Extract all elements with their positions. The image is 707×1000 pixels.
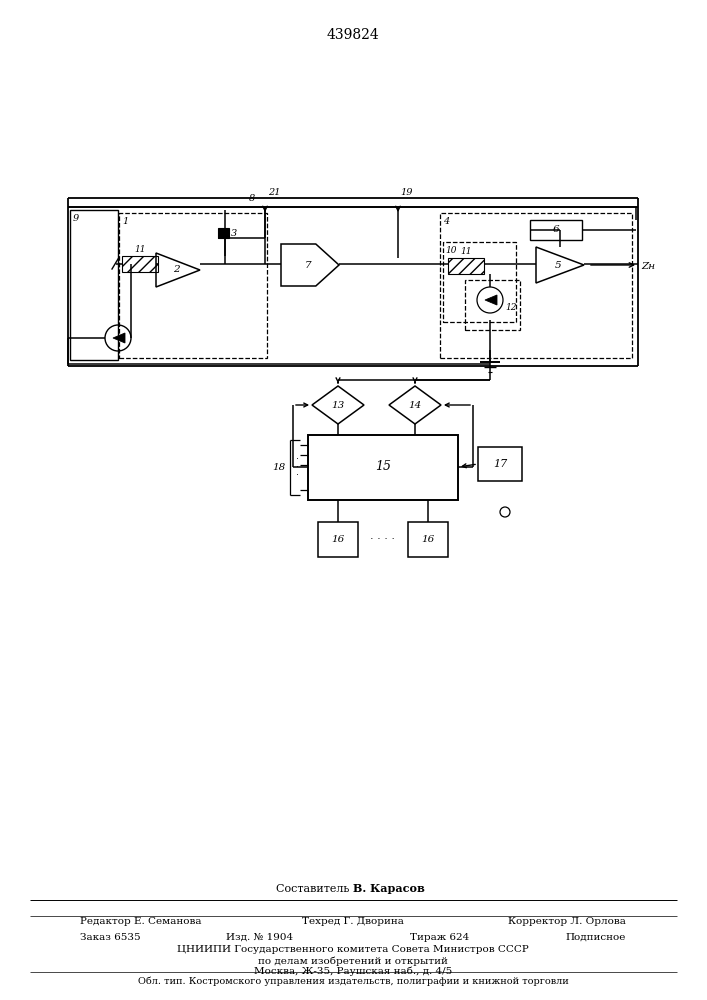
Text: 10: 10 [445, 246, 457, 255]
Text: 7: 7 [305, 260, 311, 269]
Text: 11: 11 [134, 245, 146, 254]
Text: 8: 8 [249, 194, 255, 203]
Bar [530, 220, 582, 240]
Bar [119, 213, 267, 358]
Text: Zн: Zн [641, 262, 655, 271]
Text: 4: 4 [443, 217, 449, 226]
Bar [308, 435, 458, 500]
Text: В. Карасов: В. Карасов [353, 883, 425, 894]
Text: Составитель: Составитель [276, 884, 353, 894]
Text: 21: 21 [268, 188, 281, 197]
Bar [465, 280, 520, 330]
Text: 12: 12 [505, 303, 517, 312]
Text: Подписное: Подписное [566, 933, 626, 942]
Text: Изд. № 1904: Изд. № 1904 [226, 933, 293, 942]
Text: Редактор Е. Семанова: Редактор Е. Семанова [80, 917, 201, 926]
Bar [122, 256, 158, 272]
Polygon shape [485, 295, 497, 305]
Bar [408, 522, 448, 557]
Text: 2: 2 [173, 265, 180, 274]
Text: Заказ 6535: Заказ 6535 [80, 933, 141, 942]
Text: Тираж 624: Тираж 624 [410, 933, 469, 942]
Text: 9: 9 [73, 214, 79, 223]
Text: 439824: 439824 [327, 28, 380, 42]
Polygon shape [113, 333, 125, 343]
Text: Корректор Л. Орлова: Корректор Л. Орлова [508, 917, 626, 926]
Bar [478, 447, 522, 481]
Bar [218, 228, 229, 238]
Text: Обл. тип. Костромского управления издательств, полиграфии и книжной торговли: Обл. тип. Костромского управления издате… [138, 977, 568, 986]
Text: ·
·
·: · · · [296, 454, 299, 480]
Text: 17: 17 [493, 459, 507, 469]
Text: Техред Г. Дворина: Техред Г. Дворина [302, 917, 404, 926]
Text: 5: 5 [555, 260, 561, 269]
Text: Москва, Ж-35, Раушская наб., д. 4/5: Москва, Ж-35, Раушская наб., д. 4/5 [254, 967, 452, 976]
Text: 11: 11 [460, 247, 472, 256]
Bar [448, 258, 484, 274]
Bar [443, 242, 516, 322]
Text: 3: 3 [231, 229, 238, 238]
Bar [318, 522, 358, 557]
Text: 16: 16 [332, 534, 344, 544]
Text: 14: 14 [409, 400, 421, 410]
Text: 18: 18 [273, 462, 286, 472]
Text: 15: 15 [375, 460, 391, 474]
Text: 19: 19 [400, 188, 412, 197]
Text: 16: 16 [421, 534, 435, 544]
Text: 13: 13 [332, 400, 344, 410]
Bar [70, 210, 118, 360]
Text: ЦНИИПИ Государственного комитета Совета Министров СССР: ЦНИИПИ Государственного комитета Совета … [177, 945, 529, 954]
Text: 1: 1 [122, 217, 128, 226]
Text: · · · ·: · · · · [370, 534, 395, 544]
Text: 6: 6 [553, 226, 559, 234]
Text: по делам изобретений и открытий: по делам изобретений и открытий [258, 956, 448, 966]
Bar [440, 213, 632, 358]
